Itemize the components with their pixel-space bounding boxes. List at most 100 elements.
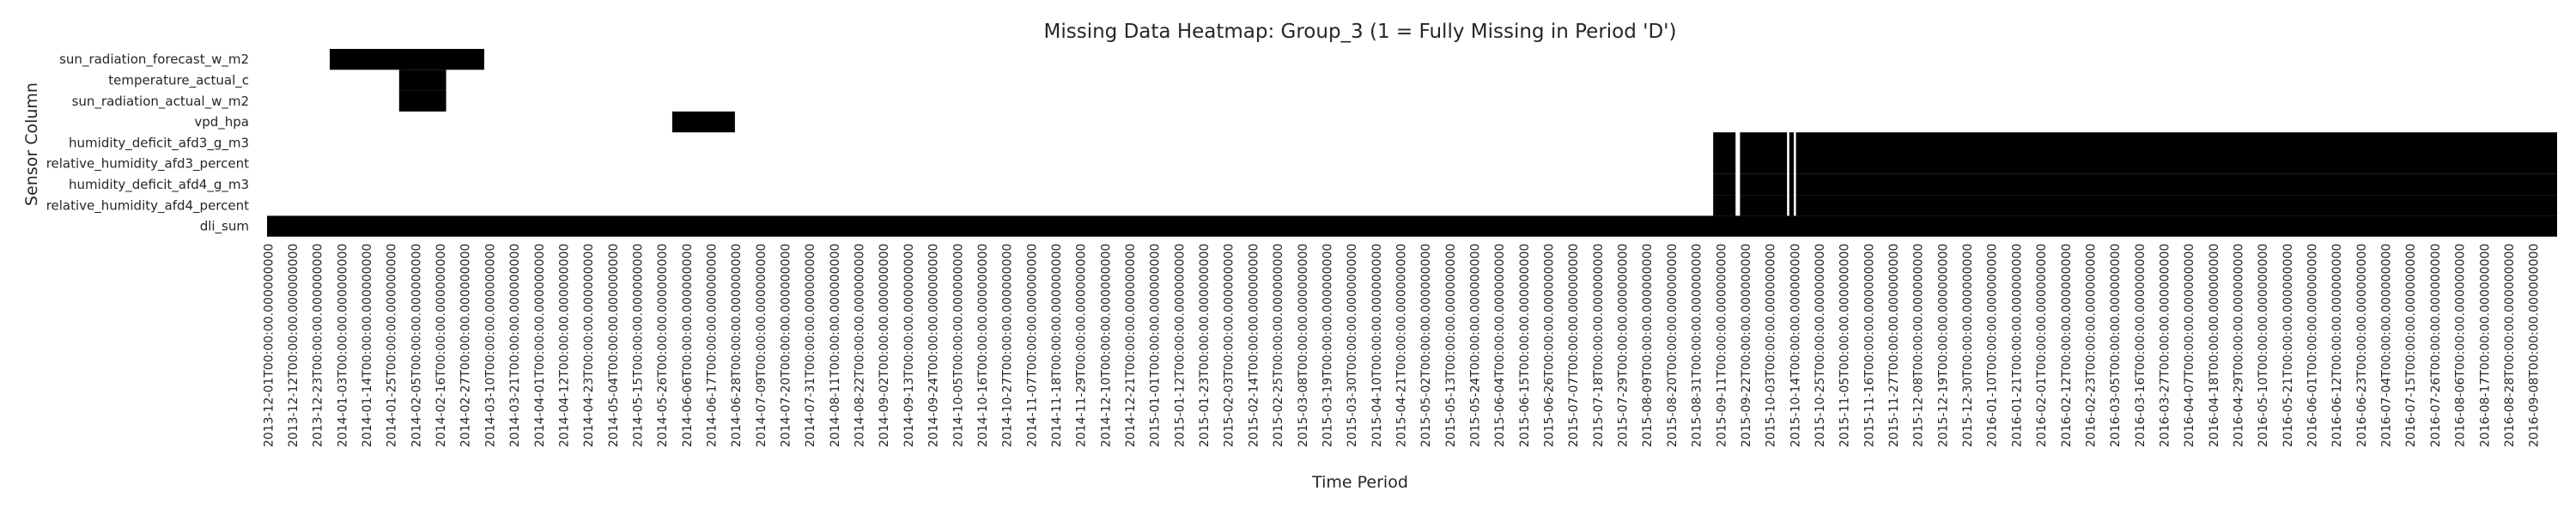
x-tick-label: 2014-10-05T00:00:00.000000000 — [951, 244, 965, 447]
x-tick-label: 2013-12-23T00:00:00.000000000 — [312, 244, 325, 447]
x-tick-label: 2014-10-16T00:00:00.000000000 — [976, 244, 990, 447]
x-tick-label: 2014-06-06T00:00:00.000000000 — [681, 244, 695, 447]
x-tick-label: 2015-04-21T00:00:00.000000000 — [1394, 244, 1408, 447]
y-tick-label: humidity_deficit_afd3_g_m3 — [69, 135, 249, 151]
x-tick-label: 2014-03-21T00:00:00.000000000 — [508, 244, 522, 447]
x-tick-label: 2014-09-02T00:00:00.000000000 — [878, 244, 891, 447]
x-tick-label: 2015-02-14T00:00:00.000000000 — [1247, 244, 1261, 447]
x-tick-label: 2015-10-14T00:00:00.000000000 — [1789, 244, 1802, 447]
missing-cell — [398, 70, 447, 91]
x-tick-label: 2015-05-24T00:00:00.000000000 — [1469, 244, 1483, 447]
y-axis-label: Sensor Column — [22, 82, 41, 206]
x-tick-label: 2016-06-12T00:00:00.000000000 — [2330, 244, 2344, 447]
y-tick-label: relative_humidity_afd4_percent — [46, 197, 249, 214]
x-tick-label: 2015-05-13T00:00:00.000000000 — [1444, 244, 1458, 447]
x-tick-label: 2015-07-07T00:00:00.000000000 — [1567, 244, 1581, 447]
x-tick-label: 2016-02-23T00:00:00.000000000 — [2084, 244, 2098, 447]
x-tick-label: 2015-01-12T00:00:00.000000000 — [1173, 244, 1187, 447]
x-tick-label: 2015-03-08T00:00:00.000000000 — [1297, 244, 1310, 447]
y-tick-label: dli_sum — [200, 219, 249, 235]
x-tick-label: 2014-07-20T00:00:00.000000000 — [780, 244, 793, 447]
x-tick-label: 2016-02-01T00:00:00.000000000 — [2035, 244, 2049, 447]
x-tick-label: 2014-06-17T00:00:00.000000000 — [706, 244, 720, 447]
x-tick-label: 2015-10-25T00:00:00.000000000 — [1814, 244, 1827, 447]
x-tick-label: 2014-05-04T00:00:00.000000000 — [607, 244, 621, 447]
missing-cell — [1789, 153, 1794, 174]
x-tick-label: 2014-07-09T00:00:00.000000000 — [755, 244, 769, 447]
x-tick-label: 2015-09-22T00:00:00.000000000 — [1740, 244, 1753, 447]
chart-title: Missing Data Heatmap: Group_3 (1 = Fully… — [1044, 21, 1677, 43]
x-tick-label: 2016-06-01T00:00:00.000000000 — [2306, 244, 2320, 447]
x-tick-label: 2014-04-12T00:00:00.000000000 — [557, 244, 571, 447]
x-tick-label: 2014-04-23T00:00:00.000000000 — [582, 244, 596, 447]
missing-cell — [1713, 153, 1736, 174]
x-tick-label: 2016-02-12T00:00:00.000000000 — [2060, 244, 2074, 447]
x-tick-label: 2014-06-28T00:00:00.000000000 — [730, 244, 744, 447]
x-tick-label: 2014-08-11T00:00:00.000000000 — [829, 244, 842, 447]
x-tick-label: 2014-02-27T00:00:00.000000000 — [459, 244, 473, 447]
x-tick-label: 2015-08-31T00:00:00.000000000 — [1691, 244, 1704, 447]
x-tick-label: 2014-09-24T00:00:00.000000000 — [927, 244, 941, 447]
x-tick-label: 2014-10-27T00:00:00.000000000 — [1001, 244, 1015, 447]
x-tick-label: 2015-12-08T00:00:00.000000000 — [1912, 244, 1926, 447]
missing-cell — [1713, 173, 1736, 196]
x-tick-label: 2016-07-26T00:00:00.000000000 — [2429, 244, 2443, 447]
x-tick-label: 2016-04-07T00:00:00.000000000 — [2183, 244, 2196, 447]
missing-cell — [330, 49, 484, 70]
y-tick-labels: sun_radiation_forecast_w_m2 temperature_a… — [46, 52, 249, 234]
x-tick-label: 2015-07-29T00:00:00.000000000 — [1617, 244, 1631, 447]
x-tick-label: 2015-02-25T00:00:00.000000000 — [1272, 244, 1285, 447]
x-tick-label: 2015-11-27T00:00:00.000000000 — [1887, 244, 1901, 447]
x-tick-label: 2014-04-01T00:00:00.000000000 — [533, 244, 547, 447]
y-tick-label: sun_radiation_actual_w_m2 — [72, 94, 249, 110]
missing-cell — [1795, 153, 2557, 174]
x-tick-label: 2015-04-10T00:00:00.000000000 — [1370, 244, 1384, 447]
x-tick-label: 2014-12-10T00:00:00.000000000 — [1099, 244, 1113, 447]
y-tick-label: vpd_hpa — [194, 114, 249, 130]
x-tick-label: 2016-07-15T00:00:00.000000000 — [2404, 244, 2418, 447]
missing-cell — [1795, 132, 2557, 154]
x-tick-label: 2015-06-26T00:00:00.000000000 — [1543, 244, 1557, 447]
y-tick-label: temperature_actual_c — [108, 72, 249, 88]
x-tick-label: 2015-06-04T00:00:00.000000000 — [1493, 244, 1507, 447]
x-tick-label: 2014-08-22T00:00:00.000000000 — [854, 244, 867, 447]
x-tick-label: 2014-07-31T00:00:00.000000000 — [804, 244, 817, 447]
missing-cell — [671, 111, 735, 133]
missing-cell — [267, 215, 2557, 237]
x-tick-label: 2016-09-08T00:00:00.000000000 — [2528, 244, 2542, 447]
x-tick-label: 2014-01-14T00:00:00.000000000 — [361, 244, 374, 447]
y-tick-label: humidity_deficit_afd4_g_m3 — [69, 177, 249, 193]
missing-cell — [398, 90, 447, 112]
x-tick-label: 2015-08-09T00:00:00.000000000 — [1641, 244, 1655, 447]
x-tick-label: 2014-03-10T00:00:00.000000000 — [483, 244, 497, 447]
missing-cell — [1713, 132, 1736, 154]
x-tick-label: 2016-06-23T00:00:00.000000000 — [2355, 244, 2369, 447]
x-tick-label: 2016-08-17T00:00:00.000000000 — [2478, 244, 2492, 447]
x-tick-label: 2015-12-19T00:00:00.000000000 — [1936, 244, 1950, 447]
x-tick-label: 2014-12-21T00:00:00.000000000 — [1124, 244, 1138, 447]
x-tick-label: 2016-04-18T00:00:00.000000000 — [2208, 244, 2221, 447]
missing-cell — [1740, 132, 1788, 154]
x-tick-label: 2013-12-01T00:00:00.000000000 — [262, 244, 276, 447]
missing-cell — [1740, 173, 1788, 196]
x-tick-label: 2014-02-16T00:00:00.000000000 — [434, 244, 448, 447]
missing-cell — [1795, 173, 2557, 196]
missing-cell — [1789, 173, 1794, 196]
missing-cell — [1740, 195, 1788, 216]
x-tick-label: 2015-10-03T00:00:00.000000000 — [1765, 244, 1778, 447]
x-tick-label: 2016-08-28T00:00:00.000000000 — [2503, 244, 2517, 447]
missing-cell — [1713, 195, 1736, 216]
x-tick-label: 2015-11-16T00:00:00.000000000 — [1862, 244, 1876, 447]
x-tick-label: 2015-03-30T00:00:00.000000000 — [1346, 244, 1359, 447]
x-tick-label: 2016-01-21T00:00:00.000000000 — [2010, 244, 2024, 447]
x-tick-labels: 2013-12-01T00:00:00.000000000 2013-12-12T… — [262, 244, 2541, 447]
x-tick-label: 2015-06-15T00:00:00.000000000 — [1518, 244, 1532, 447]
x-tick-label: 2014-11-18T00:00:00.000000000 — [1050, 244, 1064, 447]
x-tick-label: 2016-03-16T00:00:00.000000000 — [2134, 244, 2148, 447]
missing-cell — [1789, 195, 1794, 216]
x-tick-label: 2015-01-23T00:00:00.000000000 — [1198, 244, 1212, 447]
x-tick-label: 2016-05-21T00:00:00.000000000 — [2281, 244, 2295, 447]
x-tick-label: 2016-01-10T00:00:00.000000000 — [1986, 244, 2000, 447]
x-tick-label: 2014-01-25T00:00:00.000000000 — [386, 244, 399, 447]
